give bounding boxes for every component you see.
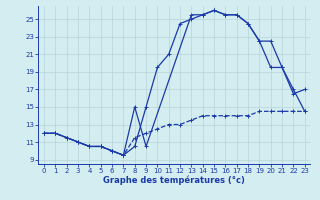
- X-axis label: Graphe des températures (°c): Graphe des températures (°c): [103, 176, 245, 185]
